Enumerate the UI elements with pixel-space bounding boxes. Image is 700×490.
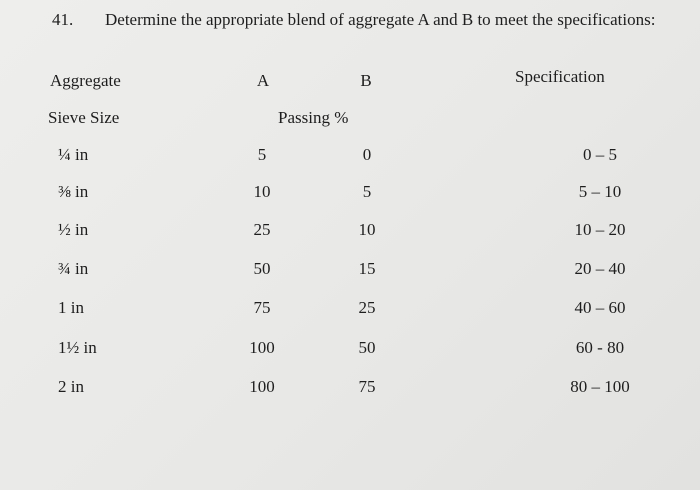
passing-a: 100 bbox=[249, 377, 275, 396]
sieve-size: ¼ in bbox=[58, 145, 89, 164]
sieve-size: ½ in bbox=[58, 220, 89, 239]
passing-b: 10 bbox=[358, 220, 376, 239]
passing-a: 5 bbox=[257, 145, 267, 164]
specification: 0 – 5 bbox=[583, 145, 617, 164]
sieve-size: ⅜ in bbox=[58, 182, 89, 201]
passing-a: 100 bbox=[249, 338, 275, 357]
header-specification: Specification bbox=[515, 67, 605, 86]
specification: 40 – 60 bbox=[574, 298, 626, 317]
passing-b: 75 bbox=[358, 377, 376, 396]
header-sieve-size: Sieve Size bbox=[48, 108, 120, 127]
specification: 20 – 40 bbox=[574, 259, 626, 278]
passing-b: 25 bbox=[358, 298, 376, 317]
sieve-size: 1 in bbox=[58, 298, 84, 317]
question-text: Determine the appropriate blend of aggre… bbox=[105, 10, 656, 29]
sieve-size: 2 in bbox=[58, 377, 84, 396]
passing-b: 50 bbox=[358, 338, 376, 357]
sieve-size: 1½ in bbox=[58, 338, 97, 357]
sieve-size: ¾ in bbox=[58, 259, 89, 278]
passing-b: 15 bbox=[358, 259, 376, 278]
specification: 60 - 80 bbox=[575, 338, 625, 357]
passing-a: 10 bbox=[253, 182, 271, 201]
specification: 80 – 100 bbox=[570, 377, 630, 396]
question-number: 41. bbox=[52, 10, 74, 29]
specification: 10 – 20 bbox=[574, 220, 626, 239]
passing-b: 0 bbox=[362, 145, 372, 164]
passing-a: 75 bbox=[253, 298, 271, 317]
header-aggregate: Aggregate bbox=[50, 71, 121, 90]
specification: 5 – 10 bbox=[578, 182, 622, 201]
passing-b: 5 bbox=[362, 182, 372, 201]
header-b: B bbox=[360, 71, 372, 90]
header-passing: Passing % bbox=[278, 108, 349, 127]
passing-a: 25 bbox=[253, 220, 271, 239]
passing-a: 50 bbox=[253, 259, 271, 278]
header-a: A bbox=[256, 71, 270, 90]
